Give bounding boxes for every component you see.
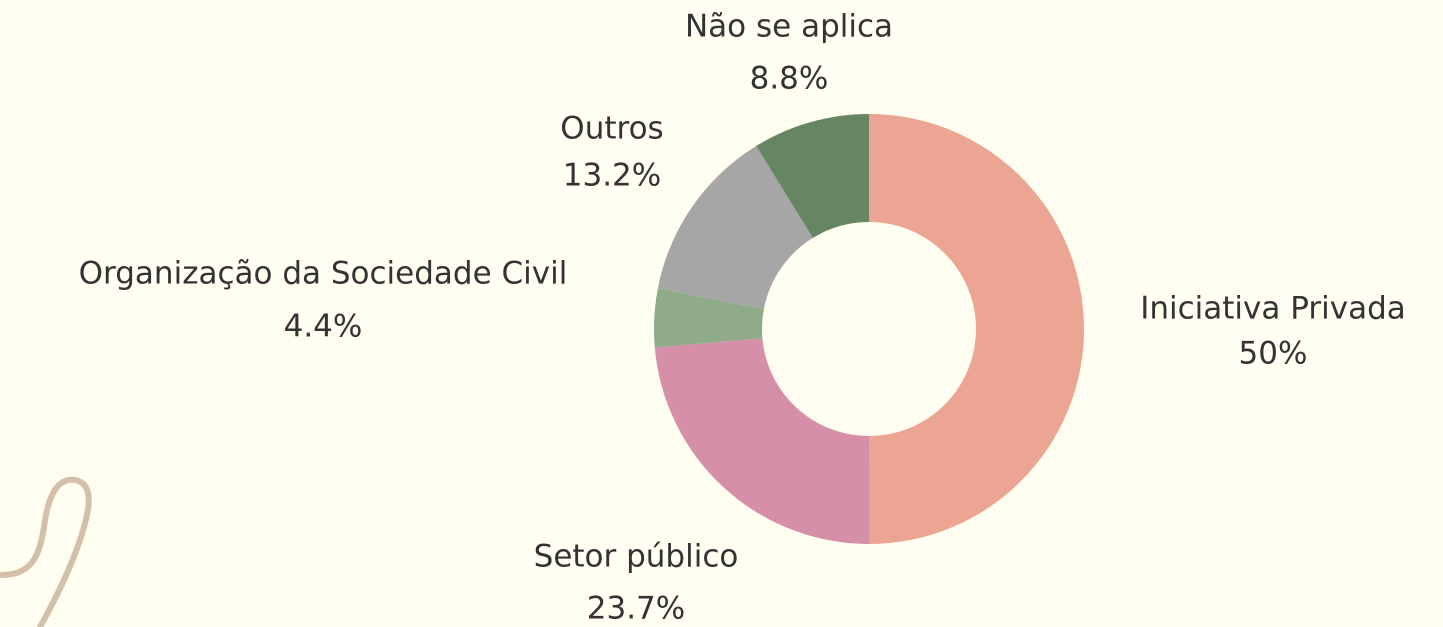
slice-label: Não se aplica <box>685 9 893 45</box>
donut-slice <box>869 114 1084 544</box>
slice-label: Iniciativa Privada <box>1140 291 1406 327</box>
slice-label: Outros <box>560 111 663 147</box>
slice-value: 50% <box>1239 336 1308 372</box>
decoration <box>0 476 92 627</box>
slice-value: 8.8% <box>750 61 829 97</box>
donut-slice <box>654 288 764 348</box>
slice-value: 23.7% <box>587 591 685 627</box>
slice-label: Setor público <box>534 539 739 575</box>
donut-slice <box>654 338 870 544</box>
slice-value: 13.2% <box>563 158 661 194</box>
slice-label: Organização da Sociedade Civil <box>79 256 568 292</box>
slice-value: 4.4% <box>284 309 363 345</box>
donut-slice <box>657 145 813 309</box>
donut-slice <box>756 114 869 238</box>
